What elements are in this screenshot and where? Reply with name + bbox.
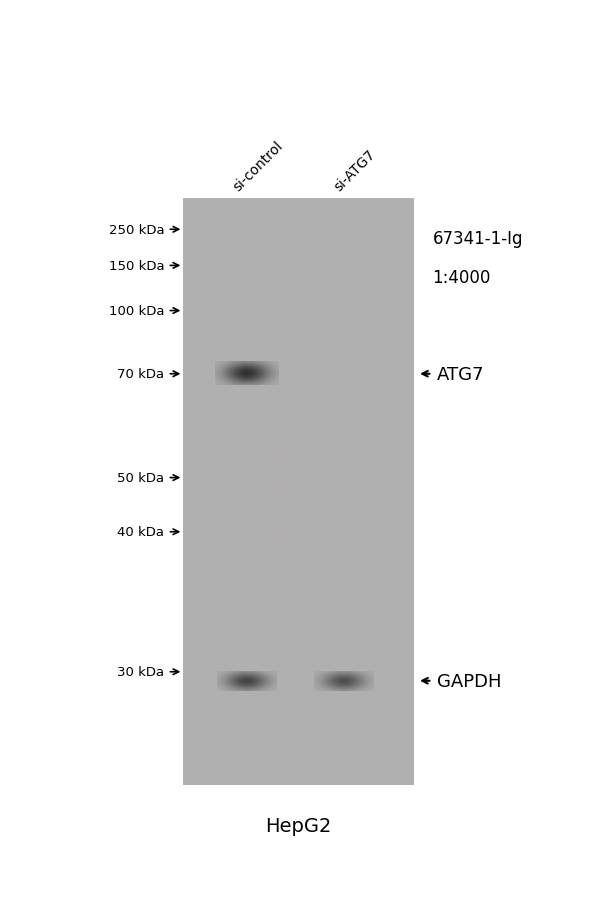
Text: www.PTGLAB.COM: www.PTGLAB.COM bbox=[270, 446, 284, 555]
Text: GAPDH: GAPDH bbox=[437, 672, 502, 690]
Text: 50 kDa: 50 kDa bbox=[118, 472, 164, 484]
Text: 40 kDa: 40 kDa bbox=[118, 526, 164, 538]
Text: 250 kDa: 250 kDa bbox=[109, 224, 164, 236]
Text: 70 kDa: 70 kDa bbox=[118, 368, 164, 381]
Text: ATG7: ATG7 bbox=[437, 365, 485, 383]
Text: 100 kDa: 100 kDa bbox=[109, 305, 164, 318]
FancyBboxPatch shape bbox=[183, 198, 414, 785]
Text: 67341-1-Ig: 67341-1-Ig bbox=[432, 230, 523, 248]
Text: 1:4000: 1:4000 bbox=[432, 269, 491, 287]
Text: si-control: si-control bbox=[231, 139, 286, 194]
Text: HepG2: HepG2 bbox=[266, 816, 331, 835]
Text: 30 kDa: 30 kDa bbox=[118, 666, 164, 678]
Text: 150 kDa: 150 kDa bbox=[109, 260, 164, 272]
Text: si-ATG7: si-ATG7 bbox=[331, 147, 378, 194]
